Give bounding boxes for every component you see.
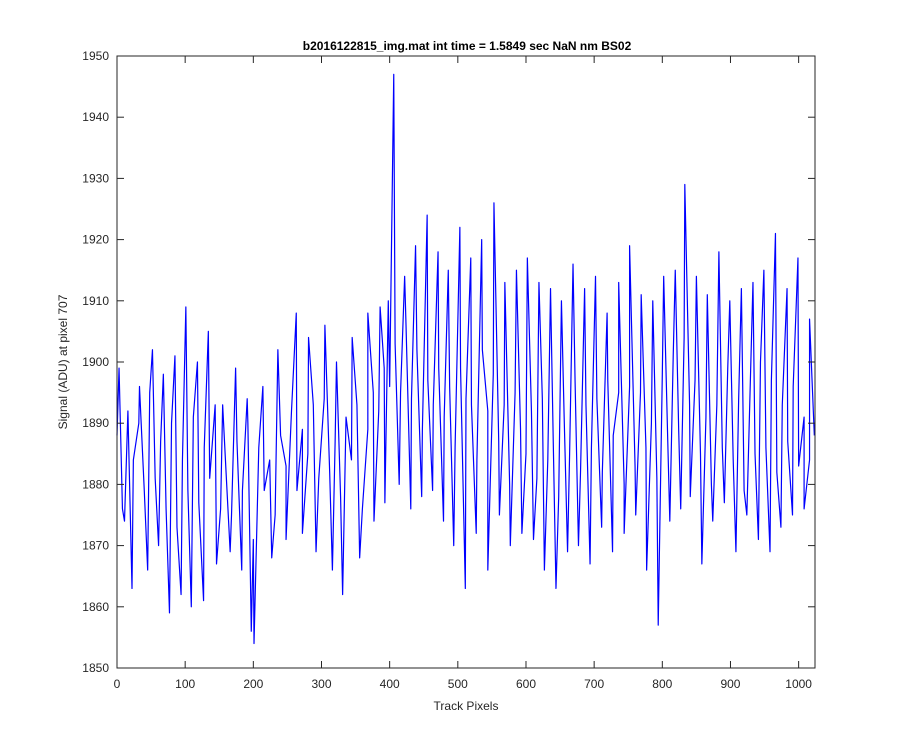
y-tick-label: 1880 <box>82 477 109 491</box>
plot-area <box>117 56 815 668</box>
series-layer <box>116 73 815 645</box>
x-tick-label: 100 <box>175 677 195 691</box>
y-tick-label: 1890 <box>82 416 109 430</box>
x-tick-label: 300 <box>311 677 331 691</box>
y-tick-label: 1900 <box>82 355 109 369</box>
y-tick-label: 1870 <box>82 539 109 553</box>
y-tick-label: 1950 <box>82 49 109 63</box>
x-tick-label: 1000 <box>785 677 812 691</box>
ticks-layer: 0 100 200 300 400 500 600 700 800 900 1000 1850 1860… <box>82 49 815 691</box>
x-tick-label: 200 <box>243 677 263 691</box>
x-tick-label: 700 <box>584 677 604 691</box>
y-tick-label: 1940 <box>82 110 109 124</box>
y-tick-label: 1850 <box>82 661 109 675</box>
y-tick-label: 1910 <box>82 294 109 308</box>
x-axis-label: Track Pixels <box>434 699 499 713</box>
x-tick-label: 900 <box>720 677 740 691</box>
y-tick-label: 1930 <box>82 171 109 185</box>
x-tick-label: 400 <box>380 677 400 691</box>
signal-series-line <box>116 73 815 645</box>
x-tick-label: 0 <box>114 677 121 691</box>
chart-title: b2016122815_img.mat int time = 1.5849 se… <box>303 39 632 53</box>
y-tick-label: 1920 <box>82 233 109 247</box>
y-tick-label: 1860 <box>82 600 109 614</box>
x-tick-label: 600 <box>516 677 536 691</box>
y-axis-label: Signal (ADU) at pixel 707 <box>56 294 70 429</box>
x-tick-label: 800 <box>652 677 672 691</box>
x-tick-label: 500 <box>448 677 468 691</box>
